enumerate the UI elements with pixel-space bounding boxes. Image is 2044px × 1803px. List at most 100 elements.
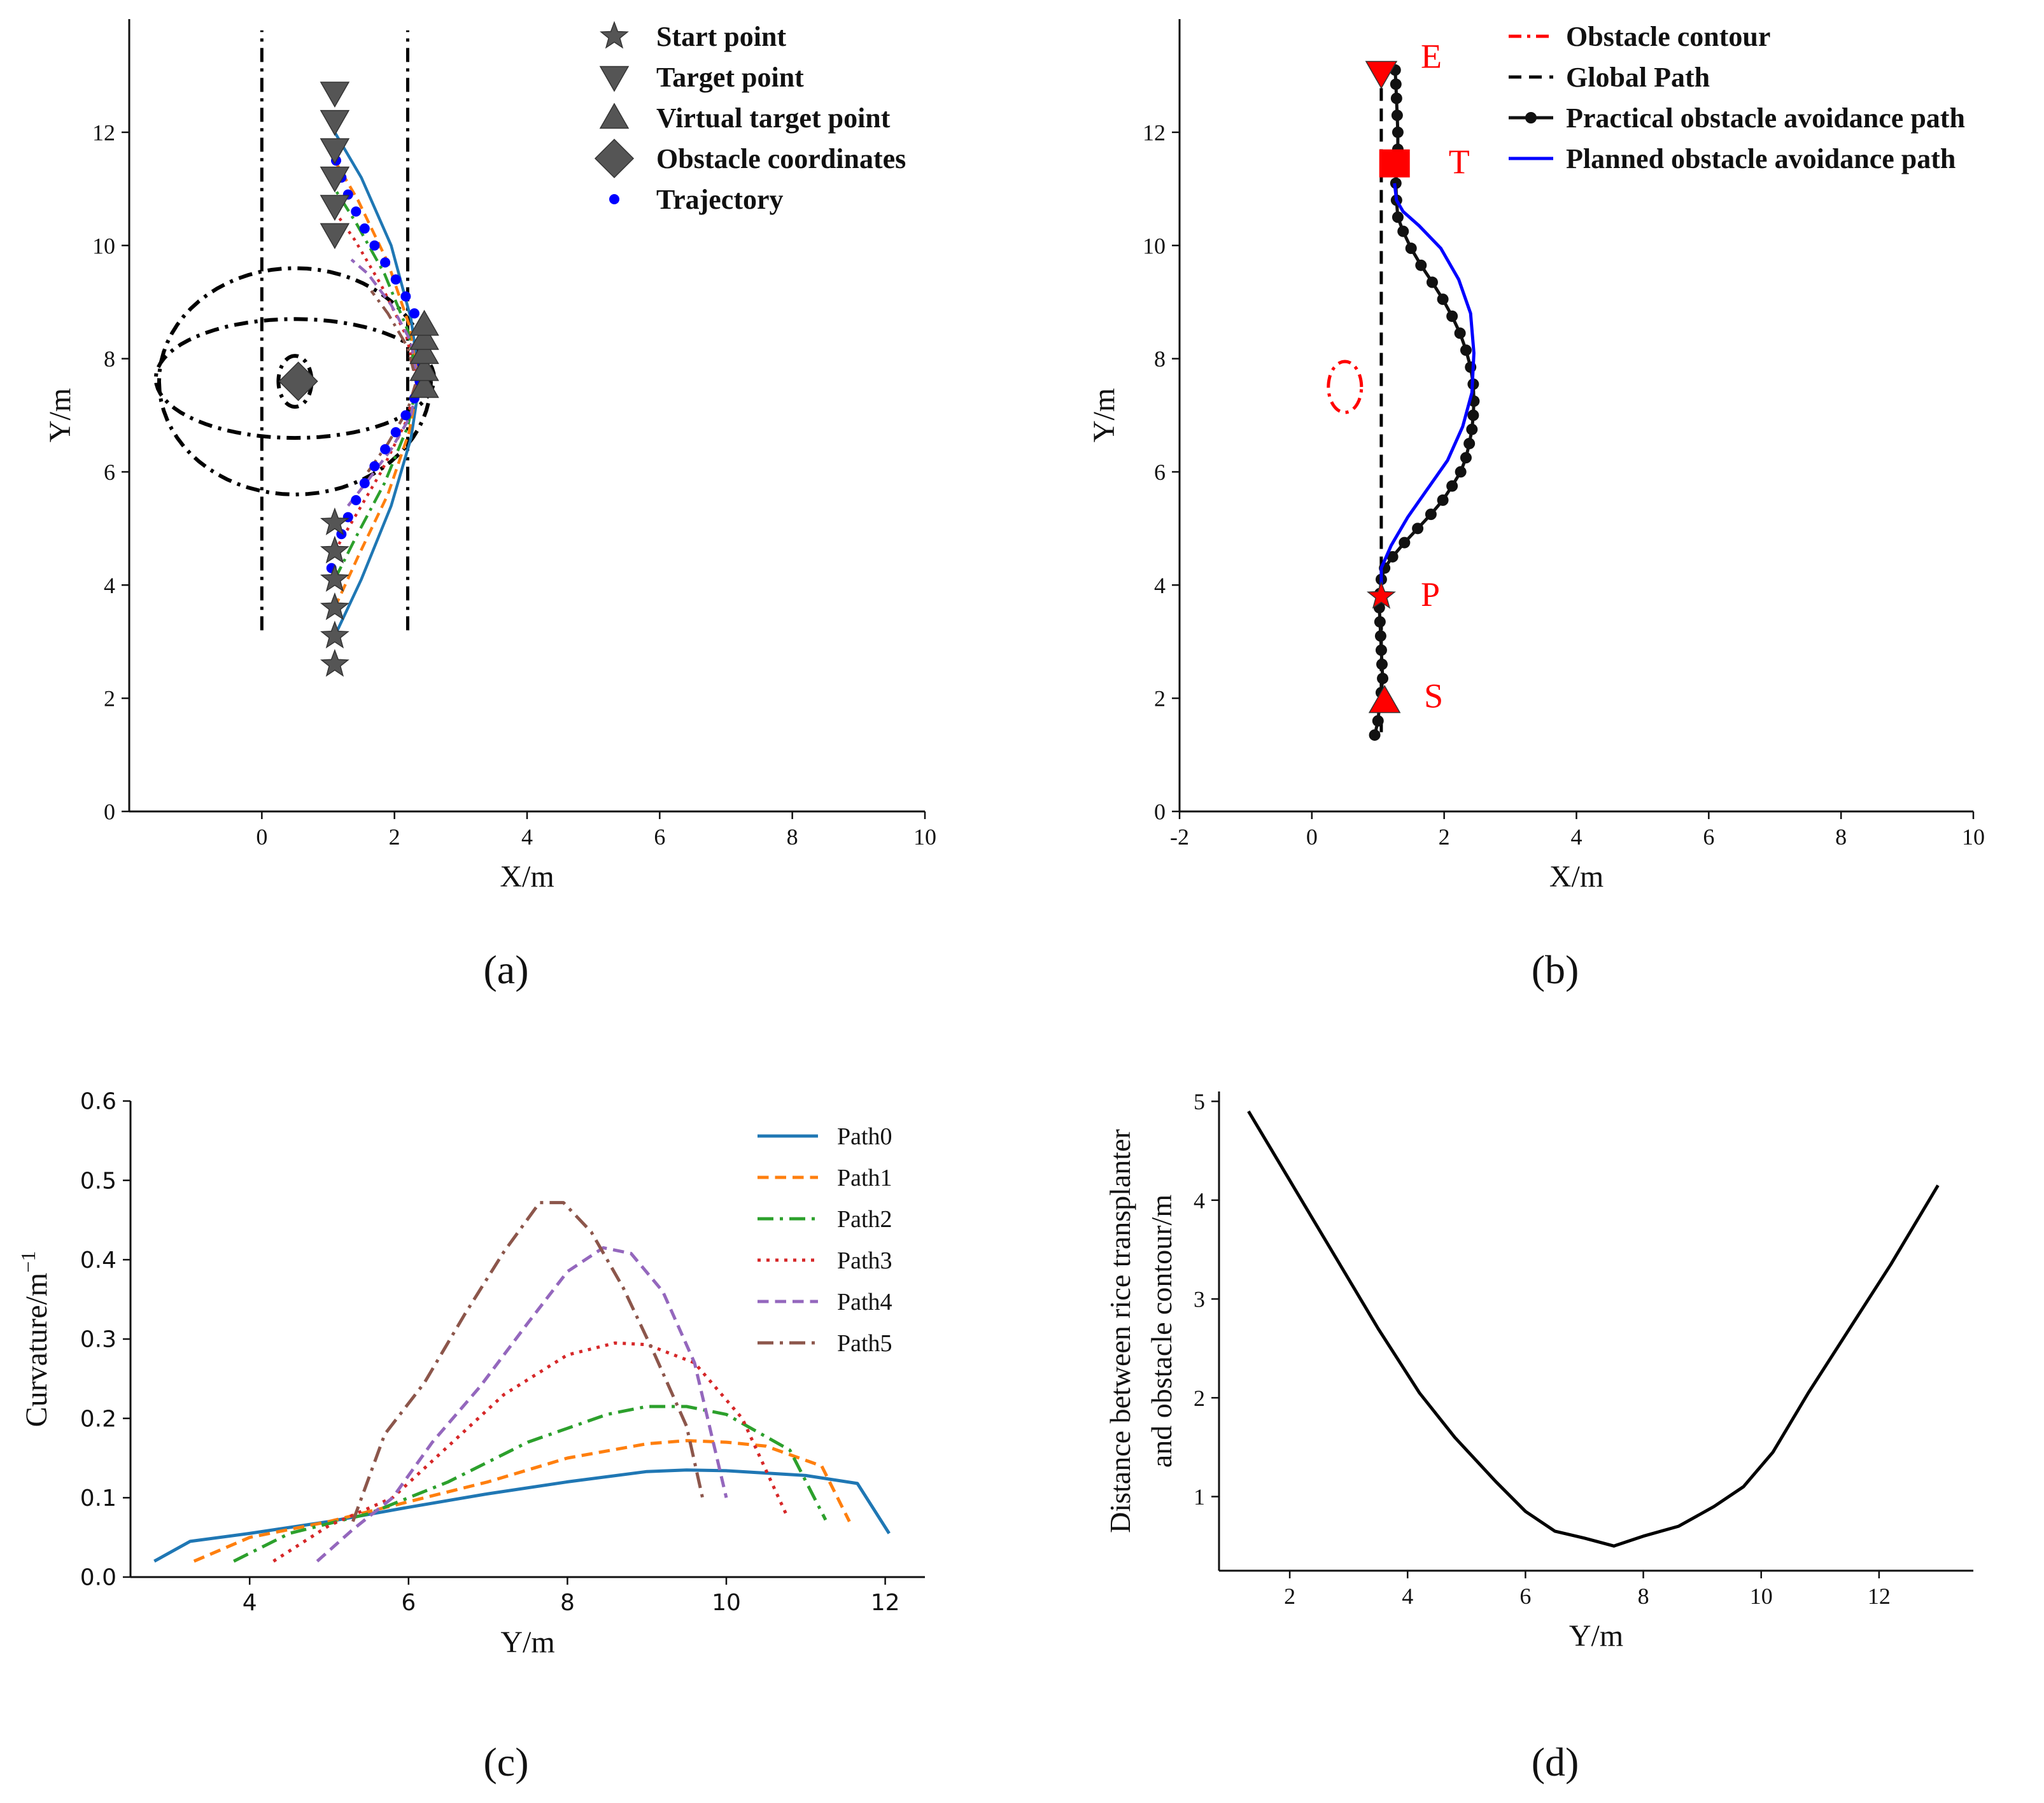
y-tick-label: 2	[1194, 1386, 1205, 1411]
practical-path-point	[1374, 630, 1386, 642]
y-tick-label: 0.0	[80, 1565, 116, 1591]
turn-point-marker	[1379, 149, 1410, 178]
x-tick-label: 10	[913, 824, 936, 850]
y-tick-label: 0	[104, 799, 115, 825]
practical-path-point	[1372, 715, 1384, 727]
panel-label-d: (d)	[1532, 1739, 1579, 1785]
panel-label-c: (c)	[483, 1739, 528, 1785]
virtual-target-marker	[409, 338, 439, 364]
y-tick-label: 2	[104, 686, 115, 712]
legend-label: Obstacle contour	[1566, 21, 1770, 52]
obstacle-contour	[1327, 360, 1364, 414]
y-tick-label: 3	[1194, 1287, 1205, 1312]
y-tick-label: 12	[92, 120, 115, 145]
legend-target-marker	[599, 66, 630, 92]
start-point-marker	[320, 649, 349, 677]
legend-a: Start point Target point Virtual target po…	[594, 20, 906, 215]
curvature-line-path3	[272, 1341, 787, 1563]
curvature-line-path1	[193, 1439, 851, 1563]
x-tick-label: 10	[712, 1590, 741, 1616]
legend-label: Path0	[837, 1123, 892, 1150]
practical-path-point	[1397, 225, 1409, 237]
practical-path-point	[1405, 242, 1417, 255]
practical-path-point	[1376, 658, 1388, 670]
annotation-p: P	[1421, 575, 1440, 614]
legend-label: Target point	[656, 62, 804, 93]
x-tick-label: 2	[1439, 824, 1450, 850]
practical-path-point	[1415, 259, 1427, 271]
practical-path-point	[1386, 551, 1399, 563]
curvature-line-path0	[153, 1468, 891, 1563]
y-axis-label: Y/m	[1087, 388, 1121, 442]
target-point-marker	[320, 166, 350, 193]
legend-c: Path0 Path1 Path2 Path3 Path4 Path5	[758, 1123, 892, 1357]
practical-path-point	[1377, 673, 1389, 685]
legend-virtual-target-marker	[599, 102, 630, 129]
x-tick-label: 6	[401, 1590, 416, 1616]
x-tick-label: 12	[1868, 1583, 1891, 1609]
x-tick-label: 8	[1638, 1583, 1649, 1609]
y-tick-label: 1	[1194, 1484, 1205, 1510]
y-tick-label: 0.6	[80, 1089, 116, 1115]
virtual-target-marker	[409, 323, 439, 350]
target-point-marker	[320, 223, 350, 249]
practical-path-point	[1391, 109, 1403, 122]
y-tick-label: 0.5	[80, 1168, 116, 1194]
practical-path-point	[1412, 523, 1424, 535]
practical-path-point	[1425, 509, 1437, 521]
practical-path-point	[1437, 494, 1449, 506]
planned-path-line	[1379, 183, 1476, 586]
start-point-marker	[320, 592, 349, 621]
legend-label: Path4	[837, 1289, 892, 1315]
trajectory-point	[369, 240, 380, 251]
panel-label-a: (a)	[483, 947, 528, 992]
end-point-marker	[1365, 60, 1398, 89]
practical-path-point	[1437, 293, 1449, 305]
trajectory-point	[359, 478, 370, 489]
x-axis-label: Y/m	[1569, 1619, 1623, 1653]
legend-label: Global Path	[1566, 62, 1710, 93]
x-axis-label: X/m	[500, 860, 554, 894]
trajectory-point	[390, 274, 401, 285]
virtual-target-marker	[409, 354, 439, 381]
y-tick-label: 10	[92, 233, 115, 258]
y-tick-label: 8	[104, 346, 115, 372]
curvature-line-path4	[316, 1246, 728, 1562]
y-tick-label: 12	[1143, 120, 1166, 145]
y-axis-label: Curvature/m−1	[17, 1251, 53, 1428]
virtual-target-marker	[409, 309, 439, 336]
x-tick-label: 10	[1750, 1583, 1773, 1609]
y-tick-label: 6	[104, 460, 115, 485]
target-point-marker	[320, 81, 350, 108]
trajectory-point	[380, 257, 391, 268]
y-tick-label: 0	[1154, 799, 1166, 825]
obstacle-contour	[153, 317, 437, 440]
practical-path-point	[1454, 327, 1466, 339]
y-axis-label-text: Curvature/m	[20, 1273, 53, 1428]
y-tick-label: 5	[1194, 1089, 1205, 1114]
practical-path-point	[1375, 644, 1387, 656]
panel-c: 4 6 8 10 12 0.0 0.1 0.2 0.3 0.4 0.5 0.6 Y/m Curvature…	[17, 1089, 925, 1659]
trajectory-point	[380, 444, 391, 454]
start-point-marker	[320, 535, 349, 564]
x-tick-label: 4	[521, 824, 533, 850]
practical-path-point	[1463, 437, 1476, 449]
y-axis-label: Y/m	[43, 388, 77, 442]
practical-path-point	[1390, 92, 1402, 104]
legend-label: Path1	[837, 1165, 892, 1191]
curvature-line-path5	[351, 1201, 705, 1522]
legend-label: Planned obstacle avoidance path	[1566, 143, 1956, 174]
x-tick-label: 0	[256, 824, 267, 850]
y-tick-label: 0.3	[80, 1327, 116, 1353]
target-point-marker	[320, 195, 350, 221]
practical-path-point	[1455, 466, 1467, 478]
legend-label: Trajectory	[656, 184, 784, 215]
start-point-marker	[320, 564, 349, 592]
x-tick-label: 4	[1571, 824, 1582, 850]
x-tick-label: 8	[560, 1590, 575, 1616]
x-tick-label: 4	[1402, 1583, 1413, 1609]
practical-path-point	[1446, 310, 1458, 322]
virtual-target-marker	[409, 372, 439, 398]
